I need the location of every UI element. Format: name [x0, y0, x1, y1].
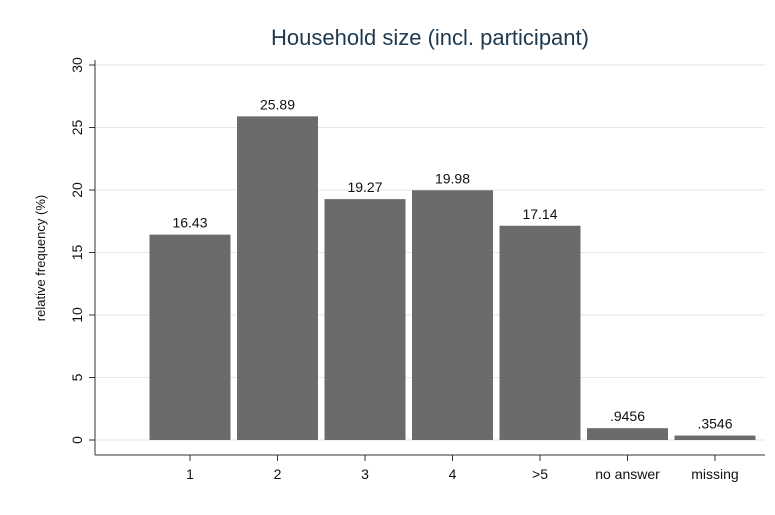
- bar: [674, 435, 756, 440]
- y-tick-label: 25: [69, 120, 85, 136]
- x-tick-label: 1: [186, 466, 194, 482]
- bar-data-label: 19.27: [347, 179, 382, 195]
- bar-data-label: 17.14: [522, 206, 557, 222]
- y-tick-label: 15: [69, 245, 85, 261]
- bar: [587, 428, 668, 440]
- bar: [324, 199, 406, 440]
- x-tick-label: >5: [532, 466, 548, 482]
- bar-data-label: 25.89: [260, 96, 295, 112]
- y-tick-label: 30: [69, 57, 85, 73]
- chart-title: Household size (incl. participant): [271, 25, 589, 50]
- bar-data-label: .9456: [610, 408, 645, 424]
- bars: [149, 116, 756, 440]
- y-tick-label: 10: [69, 307, 85, 323]
- data-labels: 16.43 25.89 19.27 19.98 17.14 .9456 .3546: [172, 96, 732, 431]
- bar: [237, 116, 318, 440]
- y-tick-label: 0: [69, 436, 85, 444]
- bar: [499, 225, 581, 440]
- x-tick-label: 3: [361, 466, 369, 482]
- y-axis-ticks: 0 5 10 15 20 25 30: [69, 57, 95, 444]
- y-axis-label: relative frequency (%): [33, 195, 48, 321]
- bar-data-label: 16.43: [172, 215, 207, 231]
- x-tick-label: missing: [691, 466, 738, 482]
- y-tick-label: 20: [69, 182, 85, 198]
- x-tick-label: 4: [449, 466, 457, 482]
- bar: [149, 234, 231, 440]
- x-tick-label: no answer: [595, 466, 660, 482]
- y-tick-label: 5: [69, 373, 85, 381]
- bar: [412, 190, 493, 440]
- x-tick-label: 2: [274, 466, 282, 482]
- x-axis-ticks: 1 2 3 4 >5 no answer missing: [186, 455, 739, 482]
- bar-data-label: 19.98: [435, 170, 470, 186]
- bar-data-label: .3546: [697, 416, 732, 432]
